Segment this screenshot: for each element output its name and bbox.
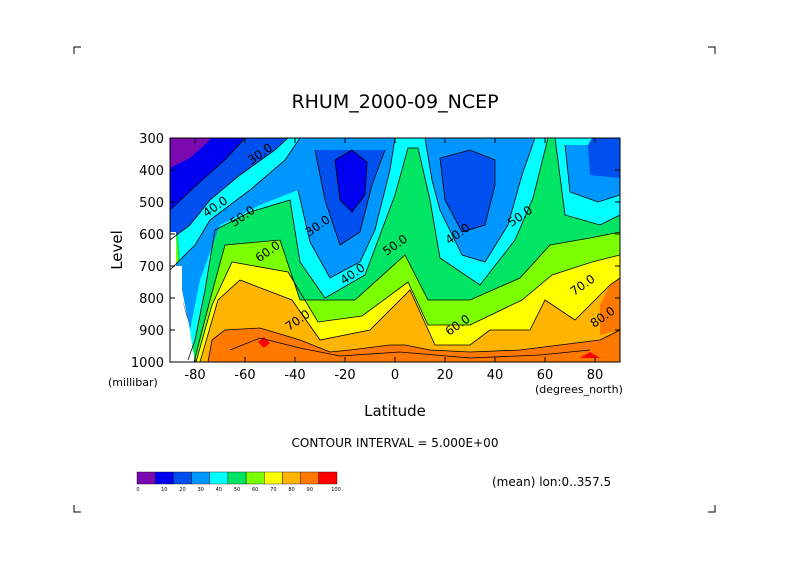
contour-lines [170,138,620,362]
y-unit-label: (millibar) [108,376,158,389]
colorbar-swatch [154,471,174,485]
x-tick-label: -20 [334,368,355,383]
colorbar-swatch [264,471,283,485]
colorbar-swatch [227,471,247,485]
colorbar-swatch [173,471,192,485]
y-tick-label: 500 [139,196,164,211]
contour-interval-label: CONTOUR INTERVAL = 5.000E+00 [292,436,499,450]
colorbar-tick-label: 0 [136,487,139,493]
colorbar-tick-label: 60 [252,487,258,493]
x-tick-label: 60 [537,368,554,383]
y-axis-label: Level [108,230,126,270]
footnote-lon-range: (mean) lon:0..357.5 [492,475,611,489]
y-axis-ticks: 300 400 500 600 700 800 900 1000 [131,132,620,371]
colorbar-tick-label: 70 [270,487,276,493]
x-tick-label: -40 [284,368,305,383]
x-tick-label: -60 [234,368,255,383]
colorbar-tick-label: 30 [197,487,203,493]
y-tick-label: 1000 [131,356,164,371]
x-tick-label: 20 [437,368,454,383]
y-tick-label: 400 [139,164,164,179]
y-tick-label: 800 [139,292,164,307]
colorbar-swatch [300,471,320,485]
y-tick-label: 300 [139,132,164,147]
page-corner-marks [73,46,716,513]
chart-title: RHUM_2000-09_NCEP [291,91,498,113]
y-tick-label: 600 [139,228,164,243]
x-tick-label: -80 [184,368,205,383]
colorbar-swatch [245,471,265,485]
colorbar-swatch [209,471,229,485]
x-tick-label: 40 [487,368,504,383]
x-axis-ticks: -80 -60 -40 -20 0 20 40 60 80 [184,138,603,383]
x-axis-label: Latitude [364,402,426,420]
y-tick-label: 700 [139,260,164,275]
contour-field [170,138,620,362]
colorbar-swatch [282,471,301,485]
colorbar-swatch [191,471,210,485]
colorbar-tick-label: 20 [179,487,185,493]
colorbar: 0 10 20 30 40 50 60 70 80 90 100 [136,471,341,493]
colorbar-swatch [318,471,338,485]
colorbar-tick-label: 90 [307,487,313,493]
colorbar-tick-label: 10 [161,487,167,493]
colorbar-swatch [136,471,156,485]
colorbar-tick-label: 100 [331,487,341,493]
x-unit-label: (degrees_north) [535,383,623,396]
y-tick-label: 900 [139,324,164,339]
colorbar-tick-label: 80 [288,487,294,493]
colorbar-tick-label: 50 [234,487,240,493]
x-tick-label: 80 [587,368,604,383]
colorbar-tick-label: 40 [216,487,222,493]
x-tick-label: 0 [391,368,399,383]
